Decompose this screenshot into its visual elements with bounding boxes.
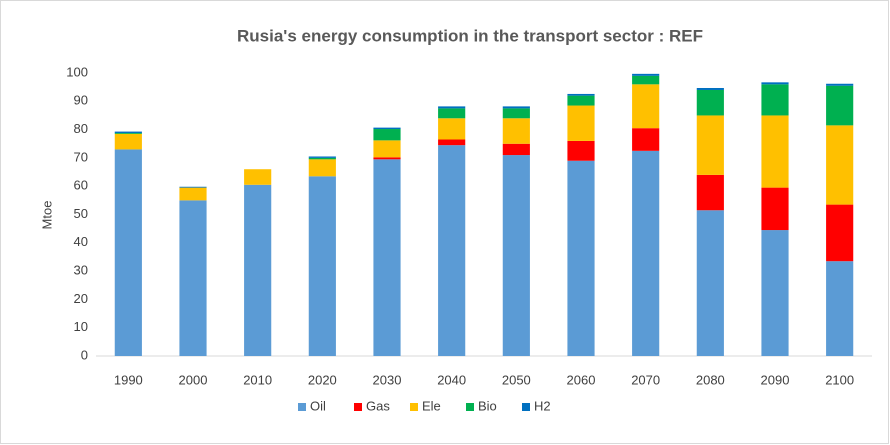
bar-segment bbox=[308, 157, 336, 160]
bar-segment bbox=[438, 106, 466, 109]
bar-segment bbox=[567, 93, 595, 96]
bar-segment bbox=[308, 159, 336, 177]
bar-segment bbox=[373, 140, 401, 158]
bar-segment bbox=[502, 155, 530, 356]
bar-segment bbox=[826, 261, 854, 356]
legend-label: Ele bbox=[422, 398, 441, 413]
bar-segment bbox=[373, 159, 401, 356]
bar-segment bbox=[632, 84, 660, 129]
bar-segment bbox=[438, 108, 466, 119]
bar-segment bbox=[826, 204, 854, 262]
x-tick-label: 2010 bbox=[243, 372, 272, 387]
bar-segment bbox=[502, 143, 530, 156]
bar-segment bbox=[308, 176, 336, 356]
legend-label: Oil bbox=[310, 398, 326, 413]
bar-segment bbox=[373, 129, 401, 141]
x-tick-label: 2090 bbox=[761, 372, 790, 387]
bar-segment bbox=[761, 84, 789, 116]
bar-segment bbox=[308, 156, 336, 158]
legend-swatch bbox=[522, 403, 530, 411]
legend-swatch bbox=[354, 403, 362, 411]
y-tick-label: 100 bbox=[66, 64, 88, 79]
bar-segment bbox=[696, 115, 724, 175]
bar-segment bbox=[179, 186, 207, 188]
bar-segment bbox=[373, 157, 401, 160]
bar-segment bbox=[438, 145, 466, 356]
x-tick-label: 2020 bbox=[308, 372, 337, 387]
bar-segment bbox=[567, 160, 595, 356]
bar-segment bbox=[696, 87, 724, 90]
bar-segment bbox=[826, 83, 854, 86]
x-tick-label: 2040 bbox=[437, 372, 466, 387]
bar-segment bbox=[826, 125, 854, 205]
bar-segment bbox=[696, 174, 724, 211]
bar-segment bbox=[114, 131, 142, 133]
x-tick-label: 2060 bbox=[567, 372, 596, 387]
y-tick-label: 40 bbox=[74, 234, 88, 249]
bar-segment bbox=[502, 118, 530, 144]
bar-segment bbox=[179, 200, 207, 356]
y-tick-label: 20 bbox=[74, 291, 88, 306]
bar-segment bbox=[632, 73, 660, 76]
bar-segment bbox=[502, 108, 530, 119]
bar-segment bbox=[244, 184, 272, 356]
bar-segment bbox=[761, 230, 789, 356]
bar-segment bbox=[438, 139, 466, 146]
bar-segment bbox=[632, 75, 660, 85]
x-tick-label: 2070 bbox=[631, 372, 660, 387]
legend-swatch bbox=[298, 403, 306, 411]
bar-segment bbox=[114, 149, 142, 356]
bar-segment bbox=[179, 187, 207, 201]
legend-label: Bio bbox=[478, 398, 497, 413]
legend-swatch bbox=[466, 403, 474, 411]
bar-segment bbox=[438, 118, 466, 140]
y-tick-label: 80 bbox=[74, 121, 88, 136]
bar-segment bbox=[696, 210, 724, 356]
bar-segment bbox=[761, 115, 789, 188]
y-tick-label: 30 bbox=[74, 263, 88, 278]
bar-segment bbox=[244, 169, 272, 185]
bar-segment bbox=[632, 128, 660, 151]
legend-label: H2 bbox=[534, 398, 551, 413]
x-tick-label: 2000 bbox=[179, 372, 208, 387]
chart-title: Rusia's energy consumption in the transp… bbox=[237, 26, 703, 45]
bar-segment bbox=[696, 89, 724, 116]
legend-label: Gas bbox=[366, 398, 390, 413]
bar-segment bbox=[632, 150, 660, 356]
bar-segment bbox=[761, 82, 789, 85]
legend-swatch bbox=[410, 403, 418, 411]
x-tick-label: 2100 bbox=[825, 372, 854, 387]
bar-segment bbox=[567, 105, 595, 141]
y-tick-label: 70 bbox=[74, 149, 88, 164]
y-tick-label: 60 bbox=[74, 178, 88, 193]
bar-segment bbox=[502, 106, 530, 109]
bar-segment bbox=[567, 140, 595, 161]
bar-segment bbox=[761, 187, 789, 231]
bar-segment bbox=[826, 85, 854, 126]
y-tick-label: 0 bbox=[81, 347, 88, 362]
x-tick-label: 1990 bbox=[114, 372, 143, 387]
y-tick-label: 50 bbox=[74, 206, 88, 221]
y-tick-label: 90 bbox=[74, 93, 88, 108]
y-tick-label: 10 bbox=[74, 319, 88, 334]
x-tick-label: 2030 bbox=[373, 372, 402, 387]
bar-segment bbox=[567, 95, 595, 106]
bar-segment bbox=[114, 133, 142, 150]
bar-segment bbox=[114, 132, 142, 134]
bar-segment bbox=[373, 127, 401, 130]
x-tick-label: 2050 bbox=[502, 372, 531, 387]
y-axis-label: Mtoe bbox=[39, 201, 54, 230]
x-tick-label: 2080 bbox=[696, 372, 725, 387]
